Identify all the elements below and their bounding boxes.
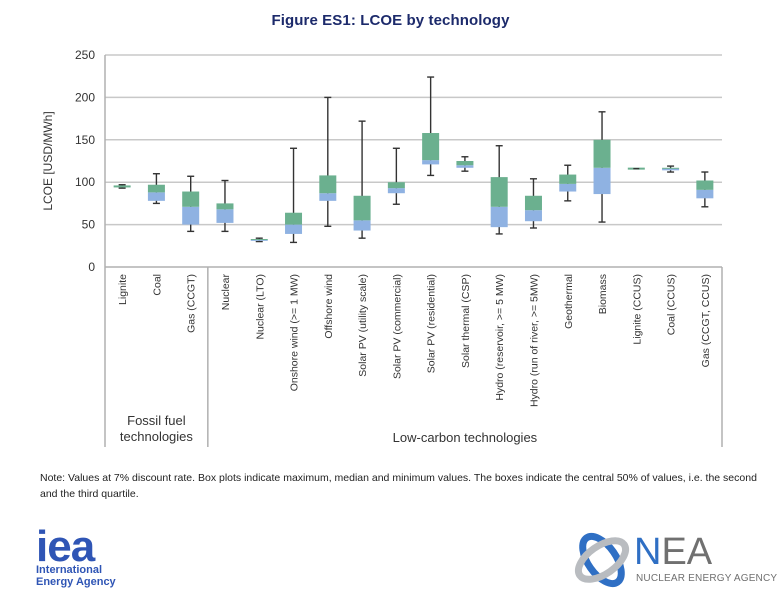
- box-lower-quartile: [490, 206, 508, 228]
- box-upper-quartile: [319, 175, 337, 194]
- box-plot-2: [182, 175, 200, 233]
- category-label: Solar thermal (CSP): [460, 274, 472, 368]
- nea-logo-subtitle: NUCLEAR ENERGY AGENCY: [636, 573, 778, 584]
- box-plot-11: [490, 145, 508, 235]
- category-label: Solar PV (commercial): [391, 274, 403, 379]
- box-upper-quartile: [593, 139, 611, 168]
- category-label: Hydro (reservoir, >= 5 MW): [494, 274, 506, 401]
- category-label: Solar PV (utility scale): [357, 274, 369, 377]
- category-label: Coal: [151, 274, 163, 296]
- box-lower-quartile: [456, 165, 474, 168]
- box-plot-7: [353, 120, 371, 239]
- group-label: Fossil fuel: [127, 413, 186, 428]
- box-lower-quartile: [387, 188, 405, 194]
- category-label: Lignite (CCUS): [631, 274, 643, 345]
- box-upper-quartile: [559, 174, 577, 184]
- category-label: Offshore wind: [323, 274, 335, 339]
- box-plot-0: [113, 184, 131, 189]
- iea-logo: iea International Energy Agency: [36, 522, 116, 589]
- category-label: Lignite: [117, 274, 129, 305]
- box-lower-quartile: [524, 210, 542, 222]
- box-plot-6: [319, 96, 337, 227]
- box-lower-quartile: [696, 189, 714, 199]
- box-lower-quartile: [593, 167, 611, 195]
- category-label: Onshore wind (>= 1 MW): [289, 274, 301, 391]
- box-lower-quartile: [319, 193, 337, 201]
- box-plot-4: [250, 237, 268, 243]
- box-lower-quartile: [662, 168, 680, 171]
- box-upper-quartile: [216, 203, 234, 210]
- category-label: Gas (CCGT): [186, 274, 198, 333]
- box-upper-quartile: [490, 177, 508, 207]
- box-upper-quartile: [696, 180, 714, 190]
- y-tick-label: 0: [88, 260, 95, 274]
- group-label: Low-carbon technologies: [393, 430, 538, 445]
- box-plot-12: [524, 178, 542, 229]
- y-tick-label: 100: [75, 175, 95, 189]
- nea-logo-mark: NEA: [634, 532, 712, 572]
- box-plot-13: [559, 164, 577, 202]
- category-label: Geothermal: [563, 274, 575, 329]
- nea-logo-ea: EA: [661, 531, 713, 573]
- box-upper-quartile: [387, 182, 405, 189]
- box-plot-8: [387, 147, 405, 205]
- box-plot-5: [285, 147, 303, 244]
- box-lower-quartile: [250, 239, 268, 241]
- category-label: Biomass: [597, 274, 609, 314]
- box-upper-quartile: [662, 167, 680, 169]
- gridlines: [105, 54, 722, 226]
- box-lower-quartile: [147, 192, 165, 201]
- chart-title: Figure ES1: LCOE by technology: [271, 12, 510, 29]
- box-upper-quartile: [147, 184, 165, 193]
- box-plot-16: [662, 165, 680, 173]
- box-lower-quartile: [285, 224, 303, 234]
- box-upper-quartile: [285, 212, 303, 225]
- category-label: Coal (CCUS): [666, 274, 678, 335]
- box-lower-quartile: [422, 160, 440, 165]
- category-labels: Lignite Coal Gas (CCGT) Nuclear Nuclear (LTO…: [117, 274, 712, 408]
- y-tick-label: 250: [75, 48, 95, 62]
- nea-orbit-icon: [574, 532, 630, 588]
- y-tick-label: 200: [75, 90, 95, 104]
- chart-note: Note: Values at 7% discount rate. Box pl…: [40, 472, 757, 500]
- box-plot-14: [593, 111, 611, 223]
- iea-logo-mark: iea: [36, 522, 95, 571]
- nea-logo: NEA NUCLEAR ENERGY AGENCY: [572, 528, 777, 592]
- box-lower-quartile: [216, 209, 234, 223]
- category-label: Nuclear: [220, 274, 232, 311]
- y-axis-label: LCOE [USD/MWh]: [41, 111, 55, 210]
- category-label: Solar PV (residential): [426, 274, 438, 373]
- group-label: technologies: [120, 429, 193, 444]
- box-plot-1: [147, 173, 165, 205]
- box-lower-quartile: [353, 220, 371, 231]
- box-plot-17: [696, 171, 714, 208]
- iea-logo-text-line2: Energy Agency: [36, 576, 116, 588]
- y-tick-label: 150: [75, 133, 95, 147]
- box-upper-quartile: [353, 195, 371, 221]
- lcoe-box-plot: 0 50 100 150 200 250 LCOE [USD/MWh] Lignite Coa…: [41, 48, 723, 447]
- box-lower-quartile: [559, 183, 577, 192]
- category-label: Nuclear (LTO): [254, 274, 266, 340]
- category-label: Hydro (run of river, >= 5MW): [528, 274, 540, 407]
- box-plot-3: [216, 179, 234, 233]
- box-upper-quartile: [456, 161, 474, 166]
- box-plots: [113, 76, 714, 244]
- box-upper-quartile: [250, 239, 268, 241]
- y-tick-label: 50: [82, 218, 96, 232]
- box-lower-quartile: [182, 206, 200, 225]
- box-upper-quartile: [182, 191, 200, 207]
- box-upper-quartile: [524, 195, 542, 211]
- box-plot-9: [422, 76, 440, 177]
- box-plot-10: [456, 156, 474, 172]
- nea-logo-n: N: [634, 531, 662, 573]
- category-label: Gas (CCGT, CCUS): [700, 274, 712, 367]
- box-plot-15: [627, 167, 645, 170]
- box-upper-quartile: [422, 133, 440, 161]
- iea-logo-text-line1: International: [36, 564, 103, 576]
- box-flat: [113, 185, 131, 188]
- axes: 0 50 100 150 200 250 LCOE [USD/MWh]: [41, 48, 723, 447]
